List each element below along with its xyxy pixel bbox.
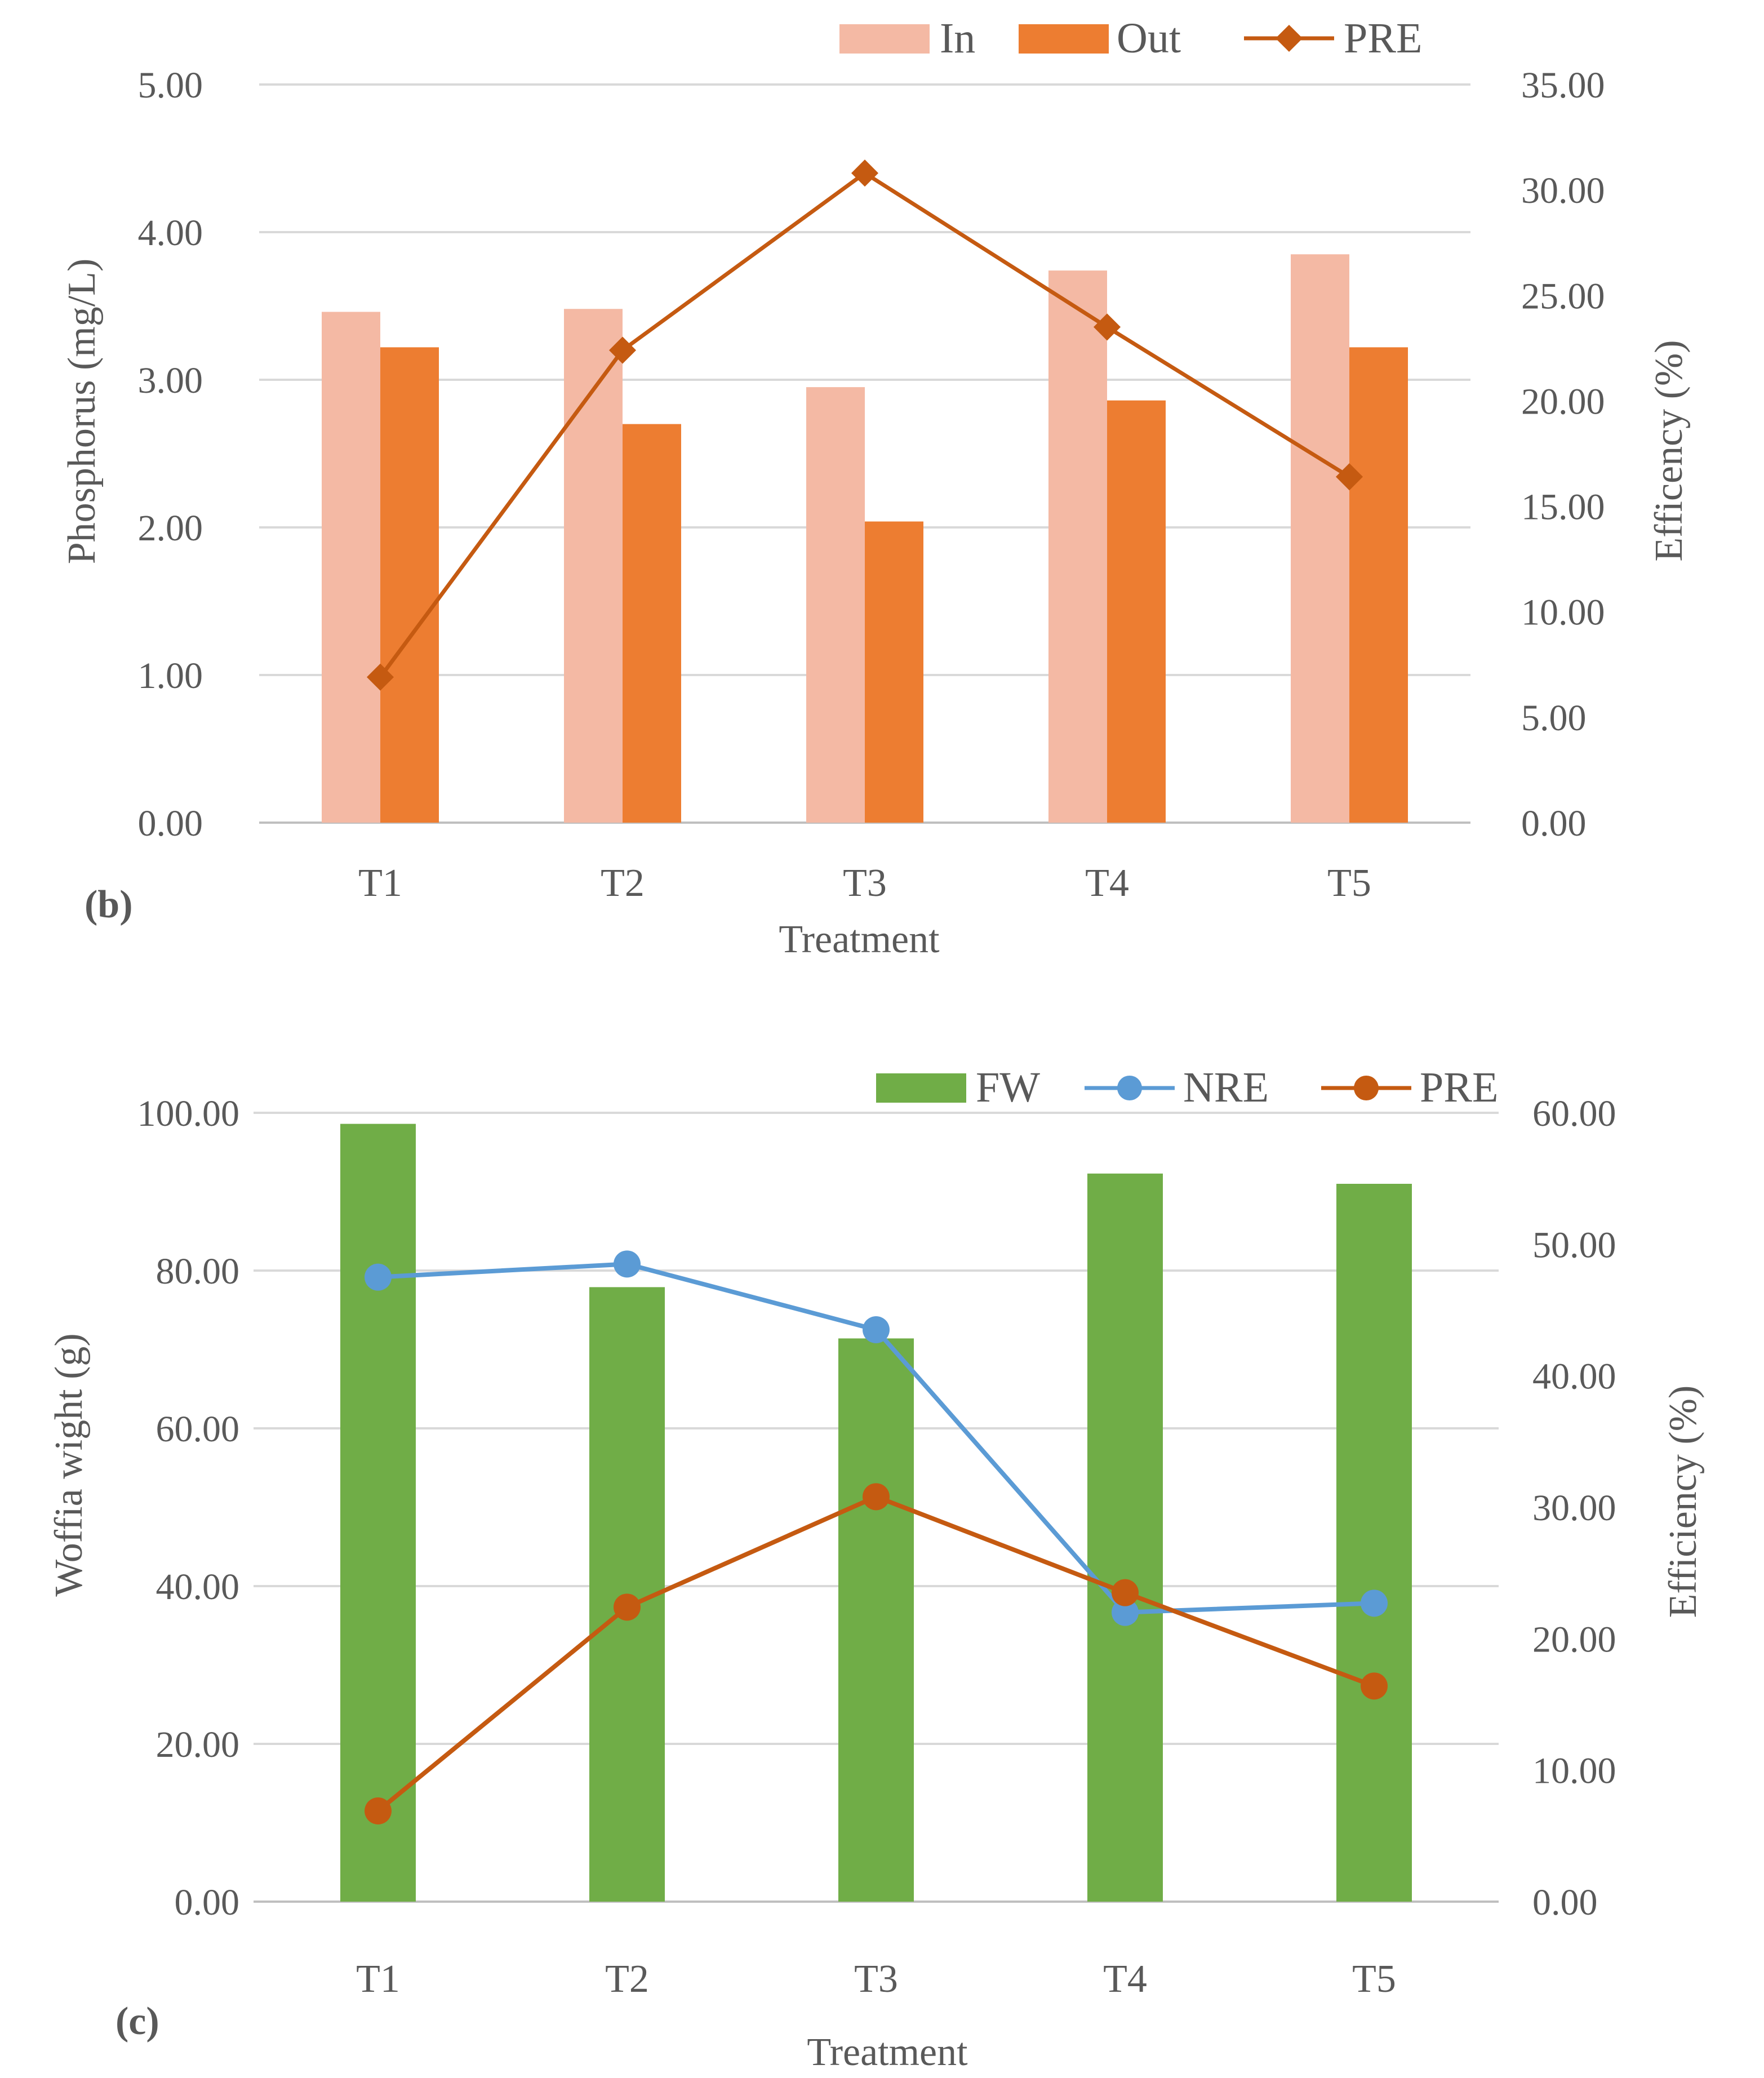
chart-c-x-tick-label: T5 <box>1352 1957 1396 2001</box>
nre-point-t5 <box>1361 1589 1388 1617</box>
chart-c-x-ticks: T1 T2 T3 T4 T5 <box>356 1957 1396 2001</box>
bar-out-t5 <box>1349 347 1408 823</box>
chart-b-y2-tick-label: 0.00 <box>1521 803 1587 844</box>
chart-b-y2-tick-label: 20.00 <box>1521 381 1605 422</box>
chart-b-y-axis-title: Phosphorus (mg/L) <box>60 259 104 565</box>
chart-b-y2-axis-title: Efficency (%) <box>1647 340 1691 561</box>
bar-in-t1 <box>322 312 380 823</box>
chart-b-panel-label: (b) <box>85 883 133 926</box>
chart-c-y2-tick-label: 20.00 <box>1532 1619 1616 1660</box>
legend-swatch-out <box>1019 24 1109 54</box>
chart-c-y-ticks: 0.00 20.00 40.00 60.00 80.00 100.00 <box>137 1093 240 1923</box>
legend-swatch-in <box>839 24 930 54</box>
chart-c-y-tick-label: 40.00 <box>156 1566 240 1608</box>
legend-swatch-nre-marker <box>1117 1076 1142 1100</box>
chart-b-x-ticks: T1 T2 T3 T4 T5 <box>358 862 1371 905</box>
chart-b-y-ticks: 0.00 1.00 2.00 3.00 4.00 5.00 <box>138 65 203 844</box>
chart-b-x-axis-title: Treatment <box>779 918 940 961</box>
chart-c: 0.00 20.00 40.00 60.00 80.00 100.00 0.00 10.00… <box>47 1064 1705 2074</box>
chart-c-y-axis-title: Woffia wight (g) <box>47 1333 91 1596</box>
chart-b-y2-tick-label: 5.00 <box>1521 698 1587 739</box>
chart-c-y2-tick-label: 50.00 <box>1532 1224 1616 1266</box>
pre-c-point-t4 <box>1112 1579 1139 1606</box>
legend-label-fw: FW <box>976 1064 1040 1111</box>
pre-c-point-t2 <box>614 1593 641 1621</box>
bar-in-t4 <box>1048 270 1107 823</box>
chart-c-y-tick-label: 100.00 <box>137 1093 240 1134</box>
bar-in-t3 <box>806 387 865 823</box>
chart-b-y2-tick-label: 10.00 <box>1521 592 1605 633</box>
chart-c-bars <box>340 1124 1412 1902</box>
chart-b-y-tick-label: 2.00 <box>138 508 203 549</box>
pre-point-t5 <box>1335 463 1363 491</box>
chart-b: 0.00 1.00 2.00 3.00 4.00 5.00 0.00 5.00 10.00 15… <box>60 15 1691 961</box>
chart-c-legend: FW NRE PRE <box>876 1064 1498 1111</box>
chart-c-y2-tick-label: 40.00 <box>1532 1356 1616 1397</box>
chart-b-y2-ticks: 0.00 5.00 10.00 15.00 20.00 25.00 30.00 35.00 <box>1521 65 1605 844</box>
pre-c-point-t3 <box>863 1483 890 1511</box>
chart-b-y-tick-label: 1.00 <box>138 655 203 696</box>
legend-label-out: Out <box>1117 15 1181 62</box>
chart-b-x-tick-label: T2 <box>601 862 645 905</box>
chart-b-y2-tick-label: 30.00 <box>1521 170 1605 211</box>
pre-c-point-t5 <box>1361 1672 1388 1700</box>
bar-out-t2 <box>623 424 681 823</box>
legend-swatch-pre-marker-c <box>1354 1076 1379 1100</box>
chart-c-panel-label: (c) <box>115 2000 159 2043</box>
nre-point-t4 <box>1112 1599 1139 1626</box>
bar-fw-t5 <box>1336 1184 1412 1902</box>
chart-b-y2-tick-label: 35.00 <box>1521 65 1605 106</box>
nre-point-t1 <box>365 1263 392 1291</box>
chart-c-nre-line <box>365 1250 1388 1626</box>
chart-c-y-tick-label: 20.00 <box>156 1724 240 1765</box>
chart-b-x-tick-label: T4 <box>1085 862 1129 905</box>
chart-c-pre-line <box>365 1483 1388 1824</box>
chart-b-x-tick-label: T5 <box>1327 862 1371 905</box>
chart-c-y-tick-label: 0.00 <box>175 1882 240 1923</box>
chart-c-x-tick-label: T1 <box>356 1957 400 2001</box>
bar-fw-t3 <box>838 1338 914 1902</box>
chart-b-y-tick-label: 3.00 <box>138 360 203 401</box>
chart-c-x-tick-label: T3 <box>854 1957 898 2001</box>
chart-b-y2-tick-label: 25.00 <box>1521 276 1605 317</box>
bar-fw-t1 <box>340 1124 416 1902</box>
bar-out-t3 <box>865 521 923 823</box>
legend-label-in: In <box>940 15 975 62</box>
chart-b-x-tick-label: T1 <box>358 862 402 905</box>
chart-c-y2-tick-label: 10.00 <box>1532 1751 1616 1792</box>
chart-b-y-tick-label: 5.00 <box>138 65 203 106</box>
legend-label-pre-c: PRE <box>1420 1064 1498 1111</box>
chart-c-y2-tick-label: 30.00 <box>1532 1488 1616 1529</box>
chart-b-bars <box>322 254 1408 823</box>
chart-b-legend: In Out PRE <box>839 15 1422 62</box>
legend-swatch-pre-marker <box>1275 24 1303 52</box>
legend-swatch-fw <box>876 1073 966 1103</box>
bar-out-t1 <box>380 347 439 823</box>
chart-b-y-tick-label: 0.00 <box>138 803 203 844</box>
bar-in-t5 <box>1291 254 1349 823</box>
chart-c-y-tick-label: 80.00 <box>156 1251 240 1292</box>
chart-c-y2-tick-label: 60.00 <box>1532 1093 1616 1134</box>
chart-b-y2-tick-label: 15.00 <box>1521 487 1605 528</box>
nre-point-t2 <box>614 1250 641 1278</box>
legend-label-nre: NRE <box>1183 1064 1269 1111</box>
chart-c-y2-ticks: 0.00 10.00 20.00 30.00 40.00 50.00 60.00 <box>1532 1093 1616 1923</box>
chart-c-y2-axis-title: Efficiency (%) <box>1661 1386 1705 1618</box>
pre-point-t3 <box>851 159 879 187</box>
legend-label-pre: PRE <box>1344 15 1422 62</box>
bar-in-t2 <box>564 309 623 823</box>
bar-out-t4 <box>1107 400 1166 823</box>
nre-point-t3 <box>863 1316 890 1343</box>
pre-c-point-t1 <box>365 1797 392 1824</box>
chart-b-y-tick-label: 4.00 <box>138 212 203 254</box>
chart-c-y2-tick-label: 0.00 <box>1532 1882 1598 1923</box>
bar-fw-t4 <box>1087 1173 1163 1902</box>
chart-c-x-tick-label: T2 <box>605 1957 649 2001</box>
chart-c-y-tick-label: 60.00 <box>156 1409 240 1450</box>
chart-c-x-axis-title: Treatment <box>807 2031 968 2074</box>
chart-b-x-tick-label: T3 <box>843 862 887 905</box>
chart-c-x-tick-label: T4 <box>1103 1957 1147 2001</box>
